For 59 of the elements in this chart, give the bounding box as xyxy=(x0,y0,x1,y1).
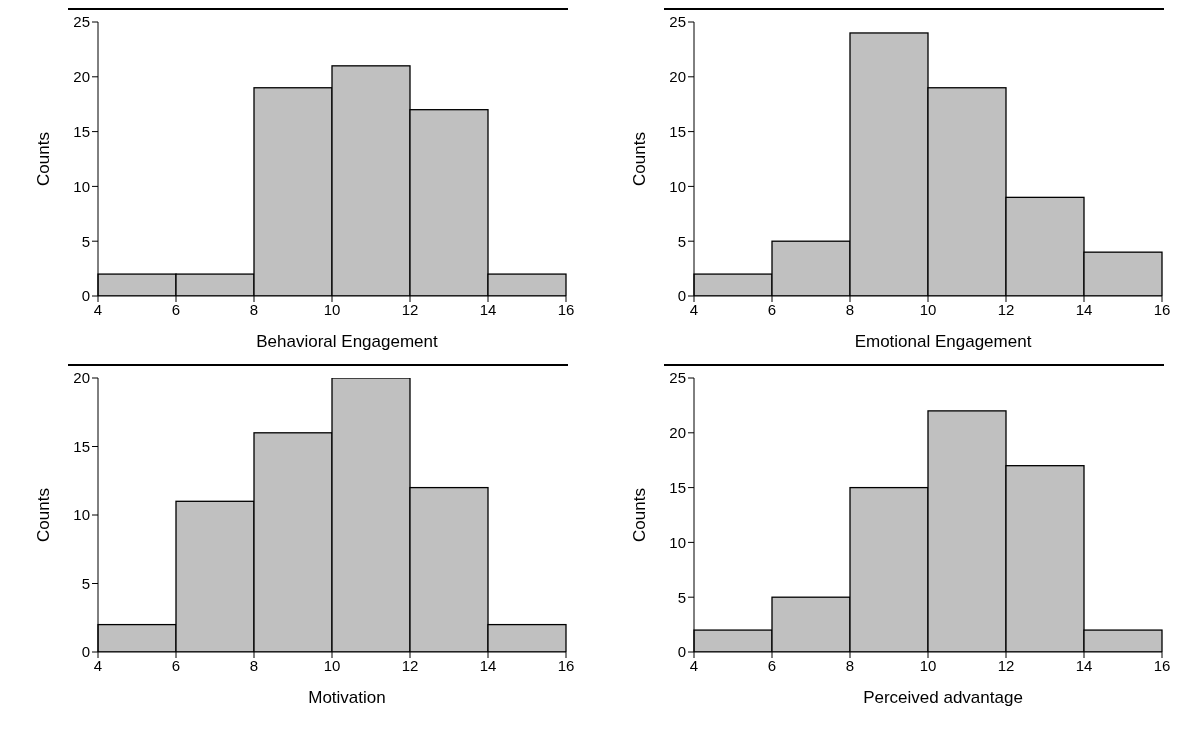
x-tick-label: 16 xyxy=(1153,300,1171,318)
y-tick-label: 0 xyxy=(81,287,90,305)
x-tick-label: 16 xyxy=(1153,656,1171,674)
y-tick-label: 20 xyxy=(73,68,90,86)
y-axis-title: Counts xyxy=(34,488,54,542)
x-tick-label: 4 xyxy=(689,300,699,318)
y-tick-label: 5 xyxy=(677,588,686,606)
x-tick-label: 14 xyxy=(479,656,497,674)
y-tick-label: 25 xyxy=(669,369,686,387)
y-tick-label: 15 xyxy=(73,122,90,140)
x-axis-title: Perceived advantage xyxy=(862,688,1024,708)
x-tick-label: 4 xyxy=(93,656,103,674)
x-tick-label: 4 xyxy=(93,300,103,318)
x-tick-label: 14 xyxy=(479,300,497,318)
x-tick-label: 10 xyxy=(323,656,341,674)
x-tick-label: 10 xyxy=(919,300,937,318)
x-tick-label: 4 xyxy=(689,656,699,674)
y-tick-label: 20 xyxy=(669,424,686,442)
x-tick-label: 16 xyxy=(557,656,575,674)
x-tick-label: 8 xyxy=(249,656,259,674)
y-tick-label: 0 xyxy=(677,287,686,305)
y-tick-label: 5 xyxy=(677,232,686,250)
x-tick-label: 12 xyxy=(997,656,1015,674)
x-tick-label: 14 xyxy=(1075,656,1093,674)
y-tick-label: 15 xyxy=(73,437,90,455)
y-tick-label: 25 xyxy=(73,13,90,31)
y-tick-label: 10 xyxy=(669,177,686,195)
x-tick-label: 8 xyxy=(845,300,855,318)
y-tick-label: 5 xyxy=(81,574,90,592)
x-axis-title: Behavioral Engagement xyxy=(255,332,439,352)
x-tick-label: 14 xyxy=(1075,300,1093,318)
y-tick-label: 0 xyxy=(81,643,90,661)
x-tick-label: 6 xyxy=(171,300,181,318)
y-tick-label: 15 xyxy=(669,478,686,496)
x-axis-title: Motivation xyxy=(307,688,387,708)
y-tick-label: 15 xyxy=(669,122,686,140)
y-axis-title: Counts xyxy=(630,488,650,542)
x-axis-title: Emotional Engagement xyxy=(853,332,1033,352)
x-tick-label: 16 xyxy=(557,300,575,318)
y-tick-label: 10 xyxy=(73,177,90,195)
x-tick-label: 8 xyxy=(845,656,855,674)
y-tick-label: 5 xyxy=(81,232,90,250)
y-tick-label: 25 xyxy=(669,13,686,31)
y-axis-title: Counts xyxy=(630,132,650,186)
y-tick-label: 20 xyxy=(669,68,686,86)
x-tick-label: 12 xyxy=(401,656,419,674)
y-tick-label: 0 xyxy=(677,643,686,661)
x-tick-label: 10 xyxy=(919,656,937,674)
x-tick-label: 6 xyxy=(767,300,777,318)
x-tick-label: 6 xyxy=(171,656,181,674)
x-tick-label: 8 xyxy=(249,300,259,318)
x-tick-label: 6 xyxy=(767,656,777,674)
y-axis-title: Counts xyxy=(34,132,54,186)
x-tick-label: 12 xyxy=(997,300,1015,318)
y-tick-label: 10 xyxy=(669,533,686,551)
y-tick-label: 10 xyxy=(73,506,90,524)
x-tick-label: 10 xyxy=(323,300,341,318)
y-tick-label: 20 xyxy=(73,369,90,387)
x-tick-label: 12 xyxy=(401,300,419,318)
